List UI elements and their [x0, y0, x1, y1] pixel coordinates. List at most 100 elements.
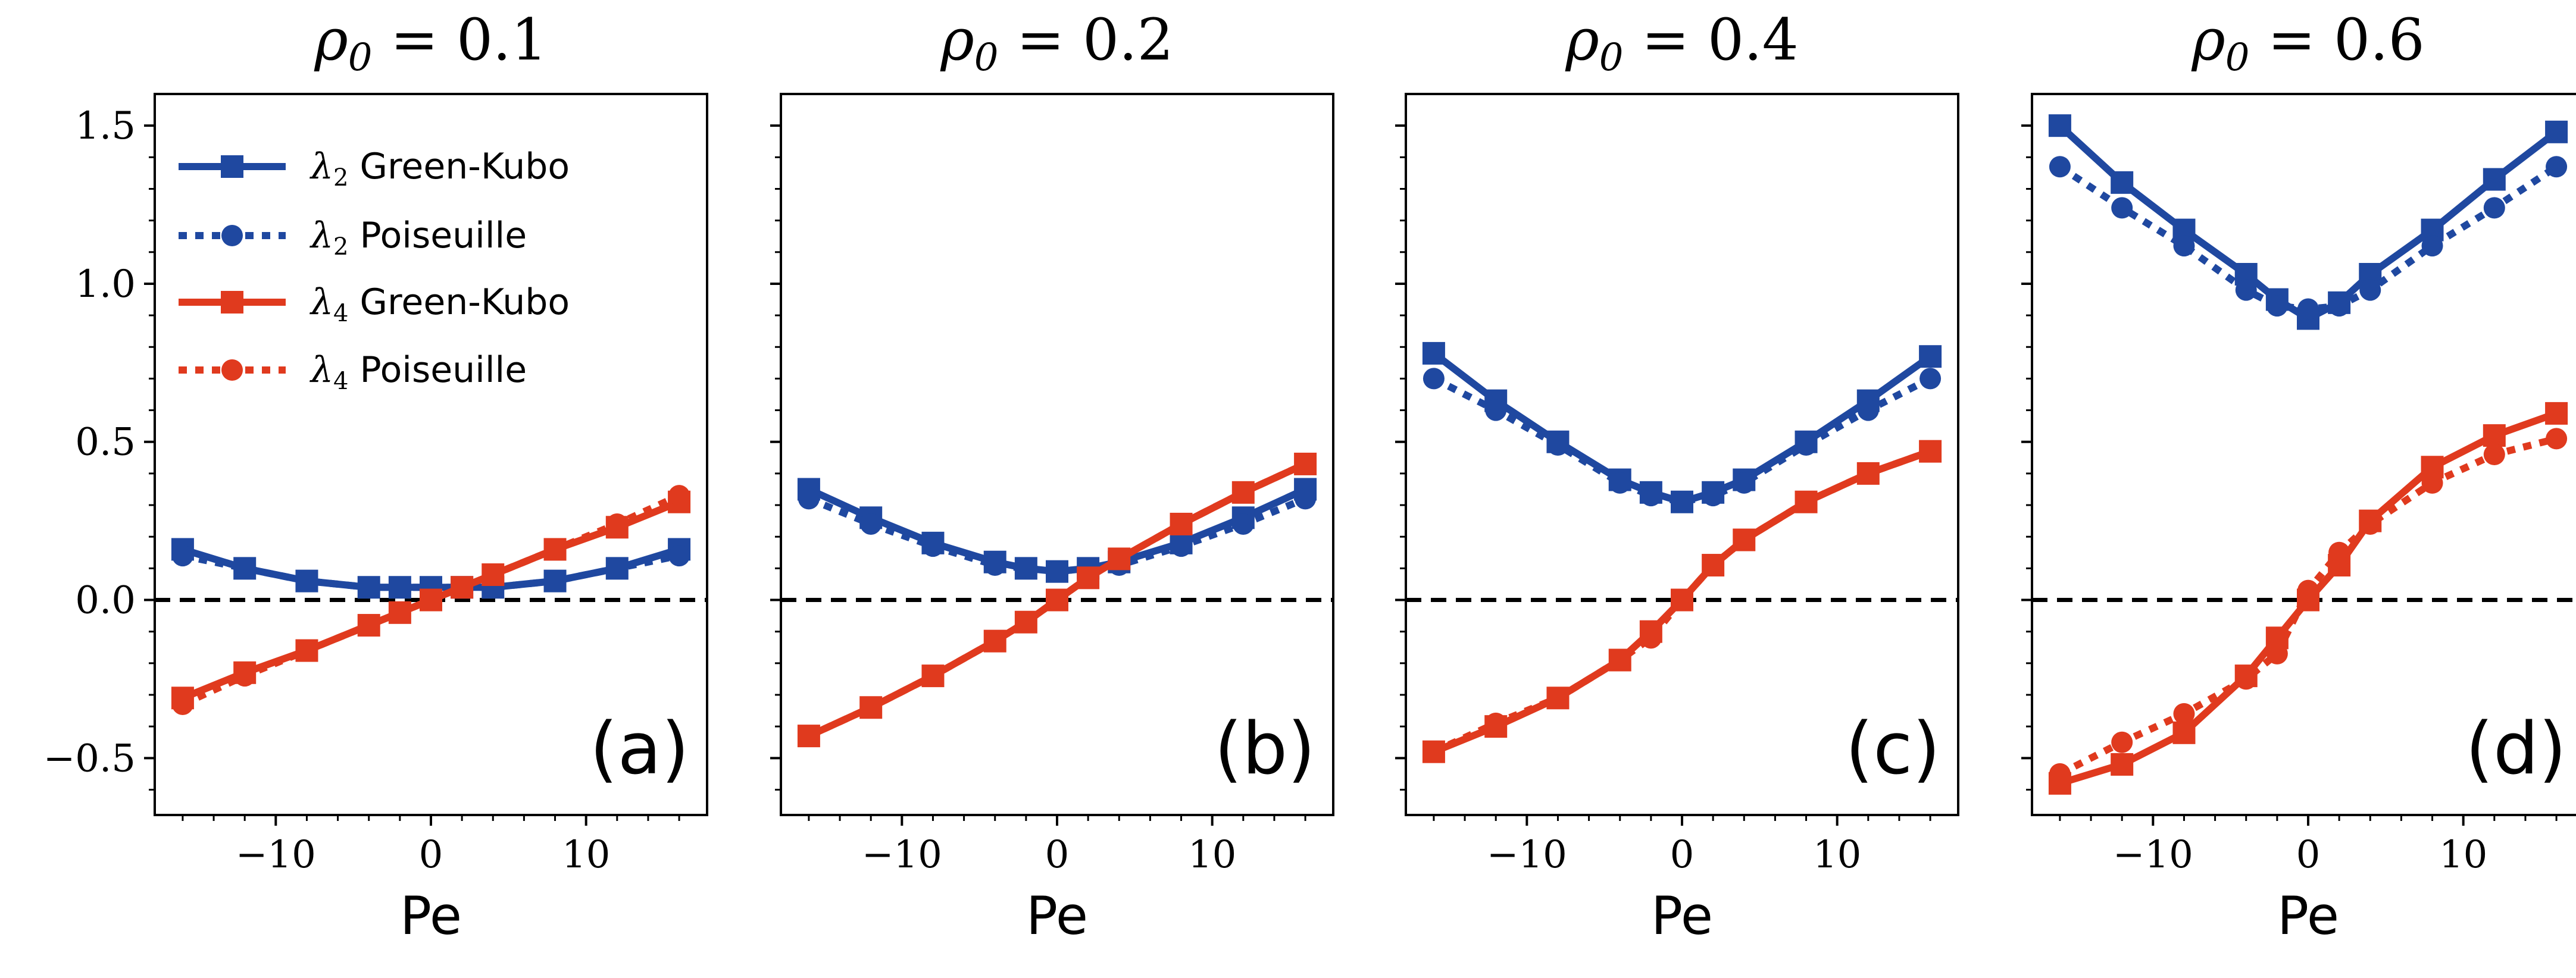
data-point	[1919, 345, 1942, 368]
data-point	[860, 697, 882, 719]
data-point	[922, 535, 944, 557]
data-point	[1046, 560, 1068, 582]
data-point	[2173, 235, 2195, 257]
data-point	[1671, 589, 1693, 611]
data-point	[1170, 513, 1192, 535]
panel-a: ρ0 = 0.1 −0.5 0.0 0.5 1.0 1.5 −10 0 10 Pe (a)	[43, 7, 708, 946]
data-point	[1795, 434, 1817, 456]
data-point	[798, 488, 820, 510]
data-point	[1295, 453, 1317, 475]
data-point	[2049, 763, 2071, 785]
data-point	[2421, 472, 2443, 494]
x-tick-label: 10	[562, 833, 610, 877]
data-point	[1232, 513, 1254, 535]
data-point	[922, 665, 944, 687]
data-point	[389, 576, 411, 598]
panel-b: ρ0 = 0.2 −10 0 10 Pe (b)	[770, 7, 1334, 946]
legend-entry: λ2 Poiseuille	[179, 215, 527, 261]
data-point	[1640, 627, 1662, 649]
data-point	[234, 665, 256, 687]
data-point	[2173, 703, 2195, 725]
data-point	[1295, 488, 1317, 510]
data-point	[2483, 197, 2505, 219]
data-point	[2359, 279, 2381, 301]
x-axis-label: Pe	[400, 885, 462, 946]
data-point	[1733, 472, 1755, 494]
x-tick-label: 0	[1045, 833, 1070, 877]
data-point	[1640, 485, 1662, 507]
panel-label: (c)	[1845, 708, 1940, 791]
legend-marker	[221, 291, 243, 314]
data-point	[2111, 171, 2134, 194]
x-tick-label: 10	[1188, 833, 1236, 877]
legend-entry: λ2 Green-Kubo	[179, 146, 570, 192]
x-tick-label: −10	[236, 833, 316, 877]
data-point	[1108, 548, 1130, 570]
x-axis-label: Pe	[2277, 885, 2339, 946]
x-tick-label: −10	[862, 833, 942, 877]
data-point	[2328, 295, 2350, 317]
data-point	[1671, 491, 1693, 513]
y-tick-label: 0.5	[75, 421, 136, 465]
data-point	[544, 538, 566, 560]
data-point	[234, 557, 256, 579]
data-point	[1422, 341, 1445, 365]
y-tick-label: 0.0	[75, 579, 136, 623]
legend-entry: λ4 Poiseuille	[179, 349, 527, 395]
data-point	[296, 570, 318, 592]
data-point	[1609, 649, 1631, 671]
legend: λ2 Green-Kubo λ2 Poiseuille λ4 Green-Kubo λ…	[179, 146, 570, 395]
axes-frame	[1405, 93, 1959, 816]
data-point	[1702, 485, 1724, 507]
data-point	[2328, 541, 2350, 563]
data-point	[2266, 295, 2288, 317]
data-point	[2297, 579, 2319, 601]
panel-label: (b)	[1214, 708, 1315, 791]
data-point	[389, 601, 411, 623]
panel-label: (d)	[2465, 708, 2566, 791]
data-point	[2111, 753, 2134, 776]
legend-label: λ2 Poiseuille	[310, 215, 527, 261]
x-tick-label: 10	[2439, 833, 2487, 877]
data-point	[2483, 424, 2506, 447]
data-point	[606, 557, 628, 579]
data-point	[2172, 721, 2196, 744]
data-point	[1857, 399, 1879, 421]
data-point	[2359, 513, 2381, 535]
data-point	[984, 554, 1006, 576]
data-point	[1795, 491, 1817, 513]
x-tick-label: −10	[2113, 833, 2193, 877]
data-point	[1733, 529, 1755, 551]
data-point	[1015, 611, 1037, 633]
x-tick-label: 10	[1813, 833, 1861, 877]
data-point	[606, 513, 628, 535]
data-point	[1423, 741, 1445, 763]
x-tick-label: 0	[1670, 833, 1695, 877]
data-point	[860, 513, 882, 535]
series-line-0	[2057, 123, 2559, 322]
data-point	[1920, 368, 1942, 390]
data-point	[2483, 444, 2505, 465]
data-point	[1077, 567, 1099, 589]
data-point	[1609, 472, 1631, 494]
data-point	[1232, 481, 1254, 503]
panel-title: ρ0 = 0.4	[1565, 7, 1798, 80]
legend-entry: λ4 Green-Kubo	[179, 281, 570, 327]
data-point	[171, 693, 193, 715]
x-tick-label: −10	[1487, 833, 1567, 877]
data-point	[296, 640, 318, 662]
x-axis-label: Pe	[1026, 885, 1088, 946]
data-point	[1547, 687, 1569, 709]
data-point	[1857, 462, 1879, 484]
data-point	[171, 545, 193, 567]
panel-title: ρ0 = 0.6	[2191, 7, 2424, 80]
data-point	[2483, 168, 2506, 191]
data-point	[1015, 557, 1037, 579]
y-tick-label: 1.5	[75, 104, 136, 148]
y-tick-label: −0.5	[43, 736, 136, 780]
data-point	[1547, 434, 1569, 456]
legend-label: λ4 Poiseuille	[310, 349, 527, 395]
data-point	[1485, 399, 1507, 421]
data-point	[1702, 554, 1724, 576]
